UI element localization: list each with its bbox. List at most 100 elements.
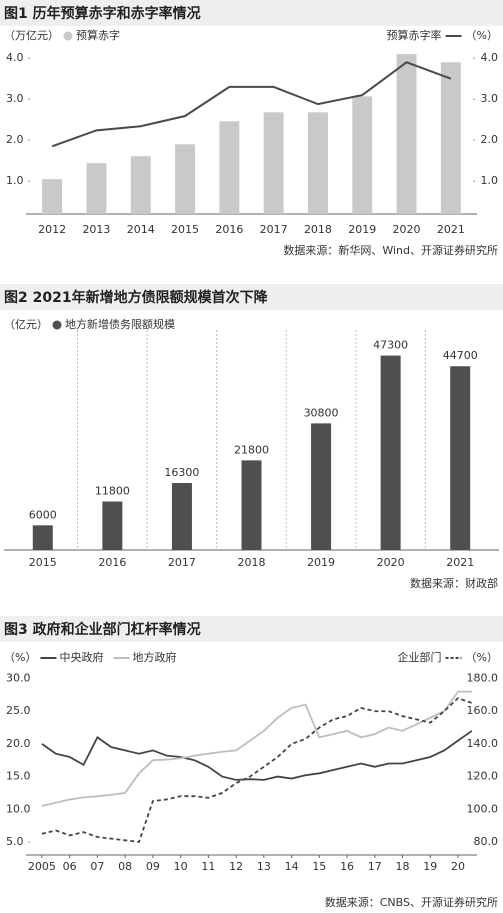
legend-label: 地方政府 [132,650,176,664]
bar [440,62,461,214]
x-tick-label: 09 [146,860,160,873]
legend-swatch [52,320,62,330]
x-tick-label: 2015 [171,223,199,236]
chart-title: 图3 政府和企业部门杠杆率情况 [4,621,201,638]
x-tick-label: 2017 [260,223,288,236]
x-tick-label: 2018 [238,556,266,569]
y2-tick-label: 180.0 [467,672,499,685]
legend-label: 中央政府 [59,650,103,664]
legend-label: 预算赤字率 [387,28,442,42]
bar [86,163,107,214]
x-tick-label: 2019 [348,223,376,236]
y2-unit: （%） [466,651,498,664]
bar [42,179,63,214]
x-tick-label: 15 [312,860,326,873]
bar [102,501,123,550]
x-tick-label: 12 [229,860,243,873]
x-tick-label: 2012 [38,223,66,236]
x-tick-label: 2018 [304,223,332,236]
source: 数据来源：新华网、Wind、开源证券研究所 [283,243,498,257]
y2-tick-label: 160.0 [467,704,499,717]
bar [175,144,196,214]
x-tick-label: 2005 [28,860,56,873]
x-tick-label: 13 [257,860,271,873]
bar [352,96,373,214]
y-unit: （万亿元） [4,29,59,42]
x-tick-label: 14 [285,860,299,873]
x-tick-label: 11 [201,860,215,873]
x-tick-label: 20 [451,860,465,873]
y-unit: （亿元） [4,318,48,331]
legend-label: 地方新增债务限额规模 [65,317,175,331]
y2-tick-label: 4.0 [481,51,499,64]
title-band [0,616,503,642]
x-tick-label: 08 [118,860,132,873]
x-tick-label: 2021 [437,223,465,236]
value-label: 47300 [373,339,408,352]
legend-swatch [63,31,73,41]
y2-tick-label: 1.0 [481,174,499,187]
y-tick-label: 3.0 [6,92,24,105]
x-tick-label: 2016 [98,556,126,569]
value-label: 6000 [29,508,57,521]
x-tick-label: 06 [63,860,77,873]
bar [171,482,192,550]
value-label: 44700 [443,349,478,362]
value-label: 11800 [95,484,130,497]
y-tick-label: 30.0 [6,672,31,685]
source: 数据来源：CNBS、开源证券研究所 [325,895,498,909]
y2-unit: （%） [466,29,498,42]
bar [311,423,332,550]
x-tick-label: 2016 [215,223,243,236]
y-tick-label: 20.0 [6,737,31,750]
x-tick-label: 16 [340,860,354,873]
y2-tick-label: 120.0 [467,770,499,783]
value-label: 16300 [164,466,199,479]
x-tick-label: 10 [174,860,188,873]
bar [263,112,284,214]
y2-tick-label: 100.0 [467,802,499,815]
y-tick-label: 2.0 [6,133,24,146]
y2-tick-label: 80.0 [474,835,499,848]
bar [307,112,328,214]
line [41,690,472,807]
chart-title: 图1 历年预算赤字和赤字率情况 [4,5,201,22]
y2-tick-label: 2.0 [481,133,499,146]
x-tick-label: 2014 [127,223,155,236]
y-tick-label: 4.0 [6,51,24,64]
value-label: 30800 [304,406,339,419]
title-band [0,284,503,310]
x-tick-label: 18 [396,860,410,873]
bar [130,156,151,214]
bar [32,525,53,550]
y-tick-label: 10.0 [6,802,31,815]
bar [380,355,401,550]
y-tick-label: 5.0 [6,835,24,848]
title-band [0,0,503,26]
chart-title: 图2 2021年新增地方债限额规模首次下降 [4,289,269,306]
line [41,730,473,781]
y-tick-label: 1.0 [6,174,24,187]
source: 数据来源：财政部 [410,576,498,590]
x-tick-label: 2020 [393,223,421,236]
y-unit: （%） [4,651,36,664]
x-tick-label: 2013 [82,223,110,236]
x-tick-label: 17 [368,860,382,873]
x-tick-label: 2017 [168,556,196,569]
line [51,61,452,148]
bar [241,460,262,550]
y2-tick-label: 3.0 [481,92,499,105]
y2-tick-label: 140.0 [467,737,499,750]
y-tick-label: 15.0 [6,770,31,783]
bar [219,121,240,214]
legend-label: 预算赤字 [76,28,120,42]
y-tick-label: 25.0 [6,704,31,717]
value-label: 21800 [234,443,269,456]
legend-label: 企业部门 [398,650,442,664]
x-tick-label: 2020 [377,556,405,569]
bar [450,366,471,550]
bar [396,54,417,214]
x-tick-label: 2015 [29,556,57,569]
